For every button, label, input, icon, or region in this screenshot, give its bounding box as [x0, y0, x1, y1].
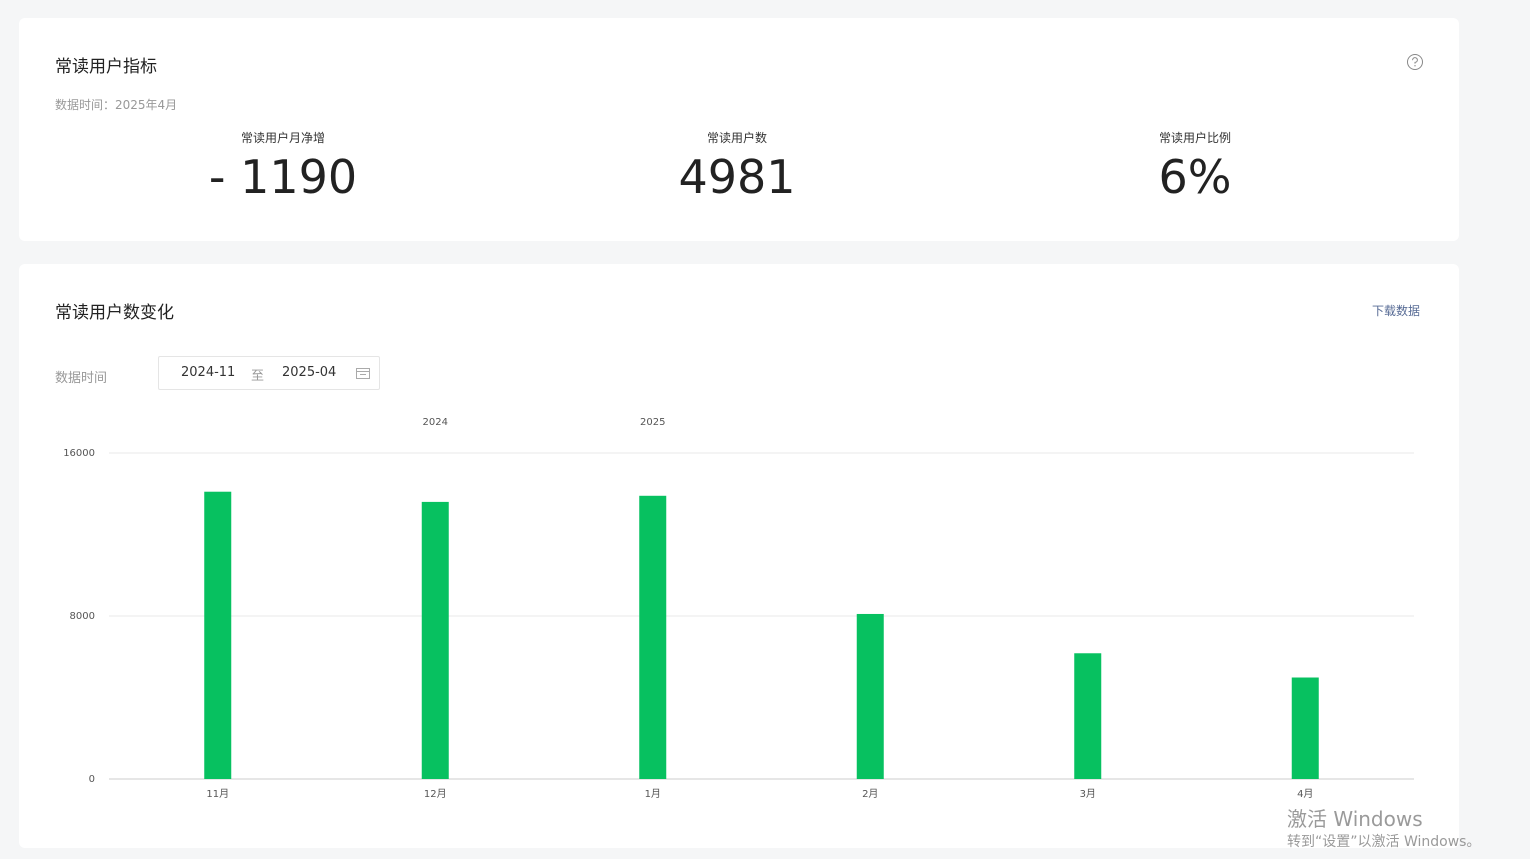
metric-label: 常读用户比例 — [1158, 131, 1232, 145]
y-tick-label: 0 — [89, 774, 95, 785]
bar — [639, 495, 667, 779]
x-tick-label: 3月 — [1080, 788, 1096, 800]
bar — [856, 613, 884, 779]
metric-value: 6% — [1158, 150, 1232, 204]
metric-label: 常读用户数 — [706, 131, 768, 145]
metric-value: 4981 — [678, 150, 796, 204]
watermark: 激活 Windows — [1287, 807, 1423, 831]
y-tick-label: 16000 — [63, 448, 95, 459]
bar — [1291, 677, 1319, 779]
bar — [421, 501, 449, 779]
x-tick-label: 12月 — [424, 788, 447, 800]
x-tick-label: 1月 — [645, 788, 661, 800]
data-time: 数据时间：2025年4月 — [55, 98, 178, 112]
watermark: 转到“设置”以激活 Windows。 — [1287, 834, 1481, 850]
x-tick-label: 4月 — [1297, 788, 1313, 800]
date-separator: 至 — [251, 369, 265, 384]
date-range-picker[interactable]: 2024-11 至 2025-04 — [158, 356, 380, 390]
year-label: 2024 — [423, 417, 448, 428]
metrics-card: 常读用户指标 数据时间：2025年4月 常读用户月净增 - 1190 常读用户数… — [19, 18, 1459, 241]
date-label: 数据时间 — [55, 371, 108, 386]
card-title: 常读用户数变化 — [55, 303, 174, 323]
help-icon[interactable] — [1406, 53, 1424, 71]
y-tick-label: 8000 — [70, 611, 95, 622]
date-start[interactable]: 2024-11 — [181, 365, 236, 380]
calendar-icon — [356, 368, 370, 379]
metric-label: 常读用户月净增 — [240, 131, 326, 145]
date-end[interactable]: 2025-04 — [282, 365, 337, 380]
download-link[interactable]: 下载数据 — [1372, 304, 1421, 318]
year-label: 2025 — [640, 417, 665, 428]
bar — [204, 491, 232, 779]
x-tick-label: 11月 — [206, 788, 229, 800]
x-tick-label: 2月 — [862, 788, 878, 800]
card-title: 常读用户指标 — [55, 57, 157, 77]
metric-value: - 1190 — [208, 150, 358, 204]
trend-card: 常读用户数变化 下载数据 数据时间 2024-11 至 2025-04 — [19, 264, 1459, 848]
bar — [1074, 653, 1102, 779]
